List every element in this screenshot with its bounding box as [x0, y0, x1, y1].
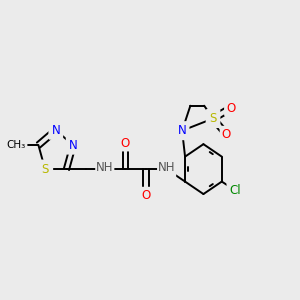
- FancyBboxPatch shape: [226, 181, 244, 199]
- Text: O: O: [141, 189, 151, 202]
- FancyBboxPatch shape: [140, 187, 153, 203]
- FancyBboxPatch shape: [66, 136, 80, 154]
- Text: Cl: Cl: [229, 184, 241, 197]
- FancyBboxPatch shape: [95, 160, 114, 178]
- FancyBboxPatch shape: [157, 160, 176, 178]
- Text: NH: NH: [158, 161, 176, 174]
- Text: NH: NH: [96, 161, 113, 174]
- Text: O: O: [226, 102, 235, 115]
- FancyBboxPatch shape: [48, 121, 63, 140]
- FancyBboxPatch shape: [119, 135, 132, 152]
- Text: N: N: [178, 124, 187, 137]
- FancyBboxPatch shape: [5, 136, 27, 154]
- FancyBboxPatch shape: [206, 109, 220, 128]
- Text: O: O: [121, 136, 130, 150]
- Text: CH₃: CH₃: [7, 140, 26, 150]
- Text: N: N: [69, 139, 77, 152]
- Text: S: S: [41, 163, 49, 176]
- Text: O: O: [222, 128, 231, 141]
- FancyBboxPatch shape: [37, 160, 53, 178]
- FancyBboxPatch shape: [220, 126, 233, 142]
- FancyBboxPatch shape: [175, 121, 190, 140]
- Text: S: S: [209, 112, 217, 125]
- Text: N: N: [51, 124, 60, 137]
- FancyBboxPatch shape: [224, 100, 237, 116]
